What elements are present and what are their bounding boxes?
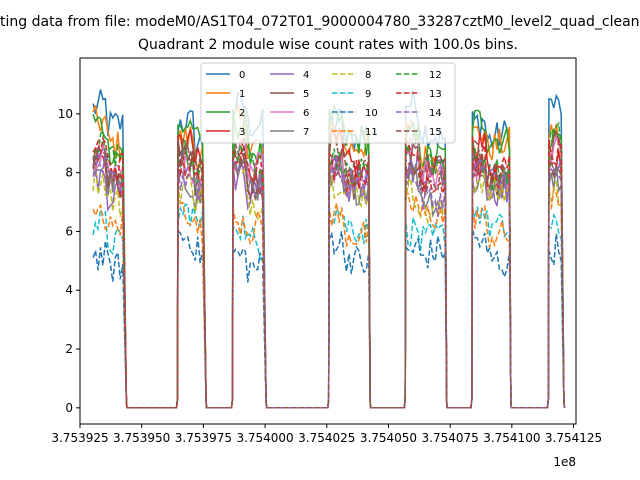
x-axis: 3.753925 3.753950 3.753975 3.754000 3.754025… — [51, 424, 602, 445]
series-line-9 — [92, 202, 566, 409]
legend-label-10: 10 — [365, 108, 378, 119]
legend-label-7: 7 — [303, 127, 309, 138]
legend-label-1: 1 — [239, 89, 245, 100]
series-line-14 — [92, 148, 566, 409]
legend-box — [200, 62, 456, 144]
series-line-15 — [92, 138, 566, 409]
x-tick-label: 3.753925 — [51, 431, 108, 445]
legend-label-11: 11 — [365, 127, 378, 138]
x-tick-label: 3.754050 — [360, 431, 417, 445]
series-line-10 — [92, 229, 566, 409]
y-tick-label: 4 — [65, 283, 73, 297]
x-tick-label: 3.754100 — [483, 431, 540, 445]
x-tick-label: 3.754125 — [545, 431, 602, 445]
legend-label-3: 3 — [239, 127, 245, 138]
legend-label-14: 14 — [429, 108, 442, 119]
legend-label-12: 12 — [429, 70, 442, 81]
x-tick-label: 3.753975 — [175, 431, 232, 445]
x-tick-label: 3.754025 — [298, 431, 355, 445]
y-tick-label: 0 — [65, 401, 73, 415]
y-axis: 0 2 4 6 8 10 — [58, 107, 80, 415]
y-tick-label: 6 — [65, 224, 73, 238]
chart-title: Quadrant 2 module wise count rates with … — [138, 37, 518, 53]
y-tick-label: 2 — [65, 342, 73, 356]
x-offset-label: 1e8 — [553, 455, 576, 469]
y-tick-label: 10 — [58, 107, 73, 121]
legend-label-9: 9 — [365, 89, 371, 100]
legend-label-8: 8 — [365, 70, 371, 81]
legend-label-5: 5 — [303, 89, 309, 100]
legend-label-2: 2 — [239, 108, 245, 119]
legend-label-4: 4 — [303, 70, 309, 81]
series-layer — [92, 89, 566, 409]
series-line-11 — [92, 186, 566, 409]
y-tick-label: 8 — [65, 166, 73, 180]
chart-suptitle: Plotting data from file: modeM0/AS1T04_0… — [0, 14, 640, 30]
legend-label-0: 0 — [239, 70, 245, 81]
plot-frame — [79, 57, 577, 425]
legend-label-15: 15 — [429, 127, 442, 138]
legend-label-6: 6 — [303, 108, 309, 119]
x-tick-label: 3.754075 — [422, 431, 479, 445]
series-line-1 — [92, 102, 566, 409]
x-tick-label: 3.753950 — [113, 431, 170, 445]
legend-label-13: 13 — [429, 89, 442, 100]
x-tick-label: 3.754000 — [236, 431, 293, 445]
